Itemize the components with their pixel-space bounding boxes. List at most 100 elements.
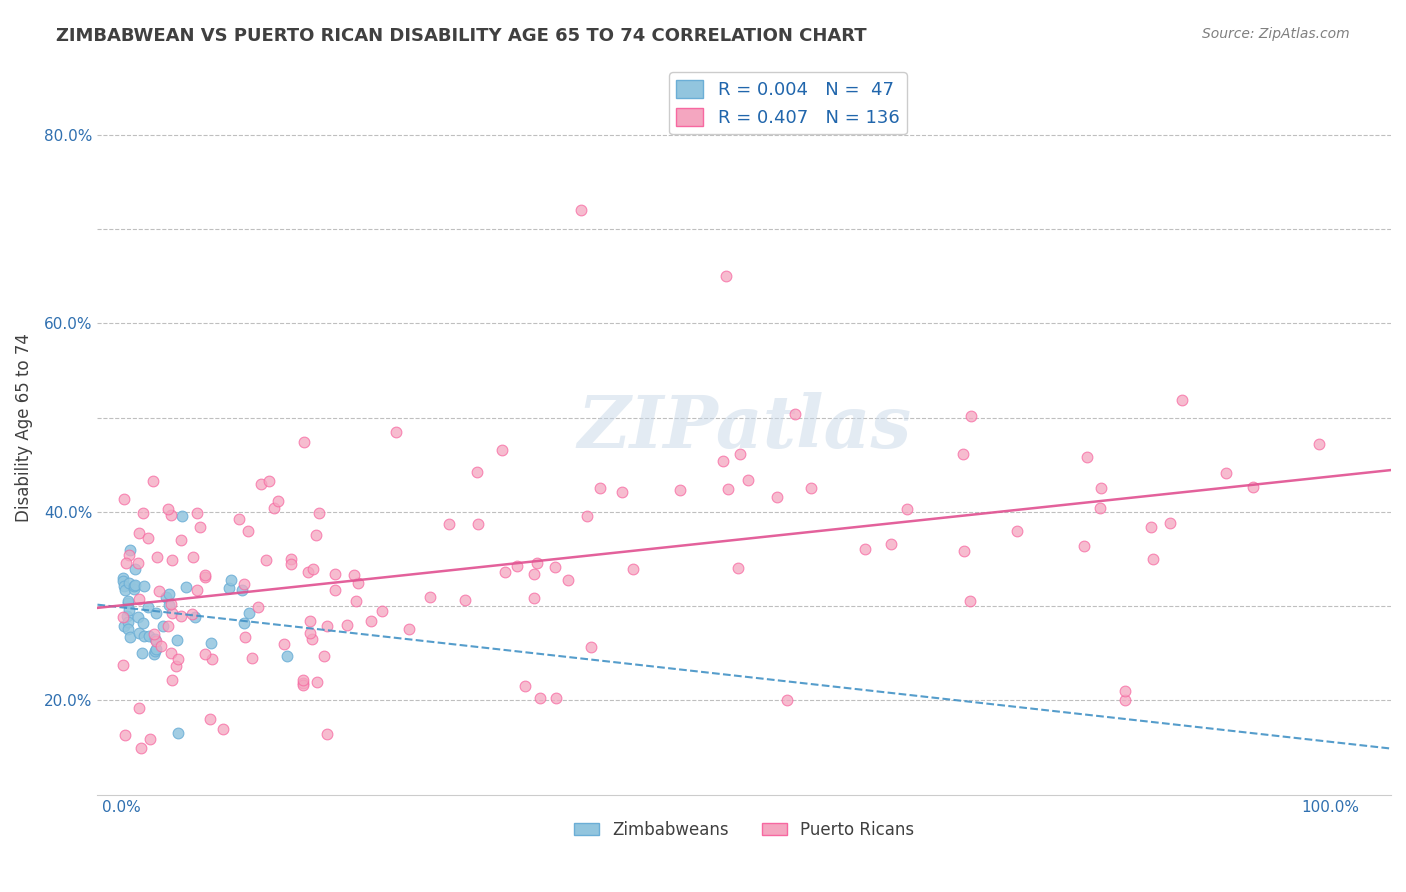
Point [292,434,315,449]
Point [139,732,162,747]
Point [166,633,188,648]
Point [398,622,420,636]
Point [276,648,298,663]
Point [323,583,346,598]
Point [343,568,366,582]
Point [465,465,488,479]
Point [117,622,139,636]
Point [323,567,346,582]
Point [612,485,634,500]
Point [280,558,302,572]
Point [385,425,408,439]
Legend: Zimbabweans, Puerto Ricans: Zimbabweans, Puerto Ricans [567,814,921,846]
Point [128,626,150,640]
Point [115,609,138,624]
Point [437,517,460,532]
Point [146,550,169,565]
Point [138,531,160,545]
Point [1159,516,1181,530]
Point [292,678,315,692]
Point [129,740,152,755]
Point [145,634,167,648]
Point [454,593,477,607]
Point [145,642,167,657]
Point [344,593,367,607]
Point [112,574,135,589]
Point [1308,436,1330,450]
Point [183,610,205,624]
Point [114,728,136,742]
Point [118,576,141,591]
Point [132,579,155,593]
Point [181,549,204,564]
Point [1142,552,1164,566]
Point [727,561,749,575]
Point [526,556,548,570]
Point [711,454,734,468]
Point [557,574,579,588]
Point [419,591,441,605]
Point [1076,450,1098,464]
Point [959,594,981,608]
Point [315,727,337,741]
Point [853,542,876,557]
Point [228,512,250,526]
Point [880,537,903,551]
Point [194,568,217,582]
Point [170,533,193,548]
Point [131,615,153,630]
Y-axis label: Disability Age 65 to 74: Disability Age 65 to 74 [15,333,32,522]
Point [254,552,277,566]
Point [579,640,602,654]
Point [1088,500,1111,515]
Point [148,583,170,598]
Point [131,646,153,660]
Point [305,528,328,542]
Point [159,598,181,612]
Point [194,570,217,584]
Point [152,619,174,633]
Point [218,582,240,596]
Point [180,607,202,622]
Point [138,629,160,643]
Point [1073,539,1095,553]
Point [143,644,166,658]
Point [523,591,546,605]
Point [238,524,260,538]
Point [233,630,256,644]
Point [494,565,516,579]
Point [145,606,167,620]
Point [160,606,183,620]
Point [728,447,751,461]
Point [266,493,288,508]
Text: Source: ZipAtlas.com: Source: ZipAtlas.com [1202,27,1350,41]
Point [717,482,740,496]
Point [114,582,136,597]
Point [297,565,319,579]
Point [114,491,136,506]
Point [336,618,359,632]
Text: ZIPatlas: ZIPatlas [578,392,911,463]
Point [588,481,610,495]
Point [491,443,513,458]
Point [232,577,254,591]
Point [157,598,180,612]
Point [200,636,222,650]
Point [249,477,271,491]
Point [280,551,302,566]
Point [302,562,325,576]
Point [232,615,254,630]
Point [117,594,139,608]
Point [143,632,166,647]
Point [142,475,165,489]
Point [231,582,253,597]
Point [117,595,139,609]
Point [621,562,644,576]
Point [111,571,134,585]
Point [307,675,329,690]
Point [273,637,295,651]
Point [952,447,974,461]
Point [737,473,759,487]
Point [1005,524,1028,538]
Point [668,483,690,498]
